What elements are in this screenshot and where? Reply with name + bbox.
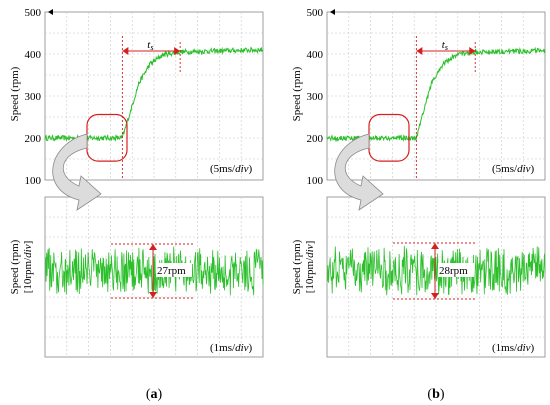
zoom-scale-note-prefix: (1ms/ [492,342,518,354]
axis-origin-icon [48,9,53,15]
settling-arrow-head-left [122,47,129,55]
top-scale-note: (5ms/div) [492,163,535,175]
settling-time-label: ts [442,39,448,52]
settling-label-main: t [442,39,446,51]
caption-close: ) [158,387,163,402]
zoom-scale-note: (1ms/div) [210,342,253,354]
y-tick-label: 200 [307,133,324,145]
panel-caption: (b) [427,387,444,402]
top-scale-note-unit: div [517,163,531,175]
zoom-arrow-icon [334,133,384,211]
ripple-label: 28rpm [439,265,468,277]
settling-label-main: t [147,39,151,51]
y-tick-label: 100 [307,175,324,187]
settling-arrow-head-right [469,47,476,55]
settling-time-label: ts [147,39,153,52]
panel-a: 500 400 300 200 100 Speed (rpm) ts (5ms/div) 27r… [9,7,264,402]
zoom-y-scale-label: [10rpm/div] [304,241,316,294]
top-scale-note-prefix: (5ms/ [492,163,518,175]
zoom-y-label: Speed (rpm) [9,239,21,294]
zoom-arrow-icon [52,133,102,211]
zoom-scale-note-unit: div [517,342,531,354]
top-scale-note: (5ms/div) [210,163,253,175]
caption-letter: b [432,387,440,402]
ripple-arrow-head-down [149,292,157,298]
settling-arrow-head-right [174,47,181,55]
ripple-arrow-head-down [431,293,439,299]
zoom-y-label: Speed (rpm) [291,239,303,294]
zoom-speed-trace [326,245,546,296]
y-axis-label: Speed (rpm) [9,66,21,121]
zoom-y-scale-suffix: ] [304,241,316,245]
zoom-y-scale-unit: div [22,244,34,258]
y-tick-label: 500 [25,7,42,19]
y-tick-label: 100 [25,175,42,187]
zoom-scale-note-unit: div [235,342,249,354]
zoom-y-scale-unit: div [304,244,316,258]
top-scale-note-suffix: ) [531,163,535,175]
ripple-arrow-head-up [431,243,439,249]
panel-b: 500 400 300 200 100 Speed (rpm) ts (5ms/div) 28r… [291,7,546,402]
top-scale-note-prefix: (5ms/ [210,163,236,175]
y-tick-label: 500 [307,7,324,19]
zoom-scale-note: (1ms/div) [492,342,535,354]
zoom-scale-note-suffix: ) [249,342,253,354]
zoom-scale-note-suffix: ) [531,342,535,354]
caption-close: ) [440,387,445,402]
settling-label-sub: s [150,43,153,52]
zoom-y-scale-prefix: [10rpm/ [304,257,316,293]
ripple-arrow-head-up [149,244,157,250]
top-scale-note-unit: div [235,163,249,175]
caption-open: ( [427,387,432,402]
zoom-y-scale-suffix: ] [22,241,34,245]
top-scale-note-suffix: ) [249,163,253,175]
zoom-scale-note-prefix: (1ms/ [210,342,236,354]
zoom-y-scale-label: [10rpm/div] [22,241,34,294]
axis-origin-icon [330,9,335,15]
ripple-label: 27rpm [157,265,186,277]
ripple-label-bg [438,263,474,277]
caption-open: ( [146,387,151,402]
y-tick-label: 300 [307,91,324,103]
y-tick-label: 400 [307,49,324,61]
settling-arrow-head-left [416,47,423,55]
zoom-y-scale-prefix: [10rpm/ [22,257,34,293]
y-tick-label: 400 [25,49,42,61]
y-tick-label: 200 [25,133,42,145]
caption-letter: a [151,387,158,402]
panel-caption: (a) [146,387,163,402]
zoom-speed-trace [44,246,264,296]
settling-label-sub: s [445,43,448,52]
ripple-label-bg [156,263,192,277]
y-tick-label: 300 [25,91,42,103]
y-axis-label: Speed (rpm) [291,66,303,121]
